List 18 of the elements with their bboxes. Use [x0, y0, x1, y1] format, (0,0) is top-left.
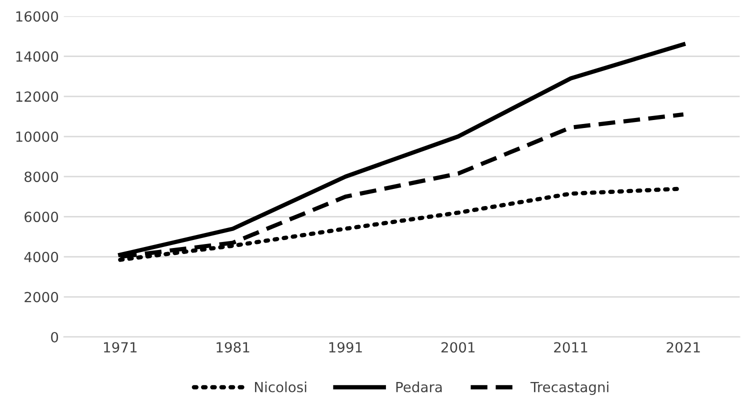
x-tick-label: 2011 — [554, 342, 588, 353]
legend-label: Nicolosi — [255, 382, 306, 392]
x-tick-label: 2021 — [666, 342, 700, 353]
y-tick-label: 0 — [51, 332, 58, 342]
y-tick-label: 8000 — [24, 172, 58, 182]
y-tick-label: 4000 — [24, 252, 58, 262]
x-tick-label: 1981 — [216, 342, 250, 353]
legend-label: Trecastagni — [530, 382, 608, 395]
x-tick-label: 2001 — [441, 342, 474, 353]
y-tick-label: 10000 — [16, 131, 58, 142]
x-tick-label: 1991 — [329, 342, 362, 353]
y-tick-label: 6000 — [24, 212, 58, 222]
y-tick-label: 14000 — [16, 51, 58, 62]
x-tick-label: 1971 — [104, 342, 137, 353]
y-tick-label: 2000 — [24, 292, 58, 302]
y-tick-label: 12000 — [16, 91, 58, 102]
y-tick-label: 16000 — [16, 11, 58, 22]
legend-label: Pedara — [396, 382, 442, 392]
